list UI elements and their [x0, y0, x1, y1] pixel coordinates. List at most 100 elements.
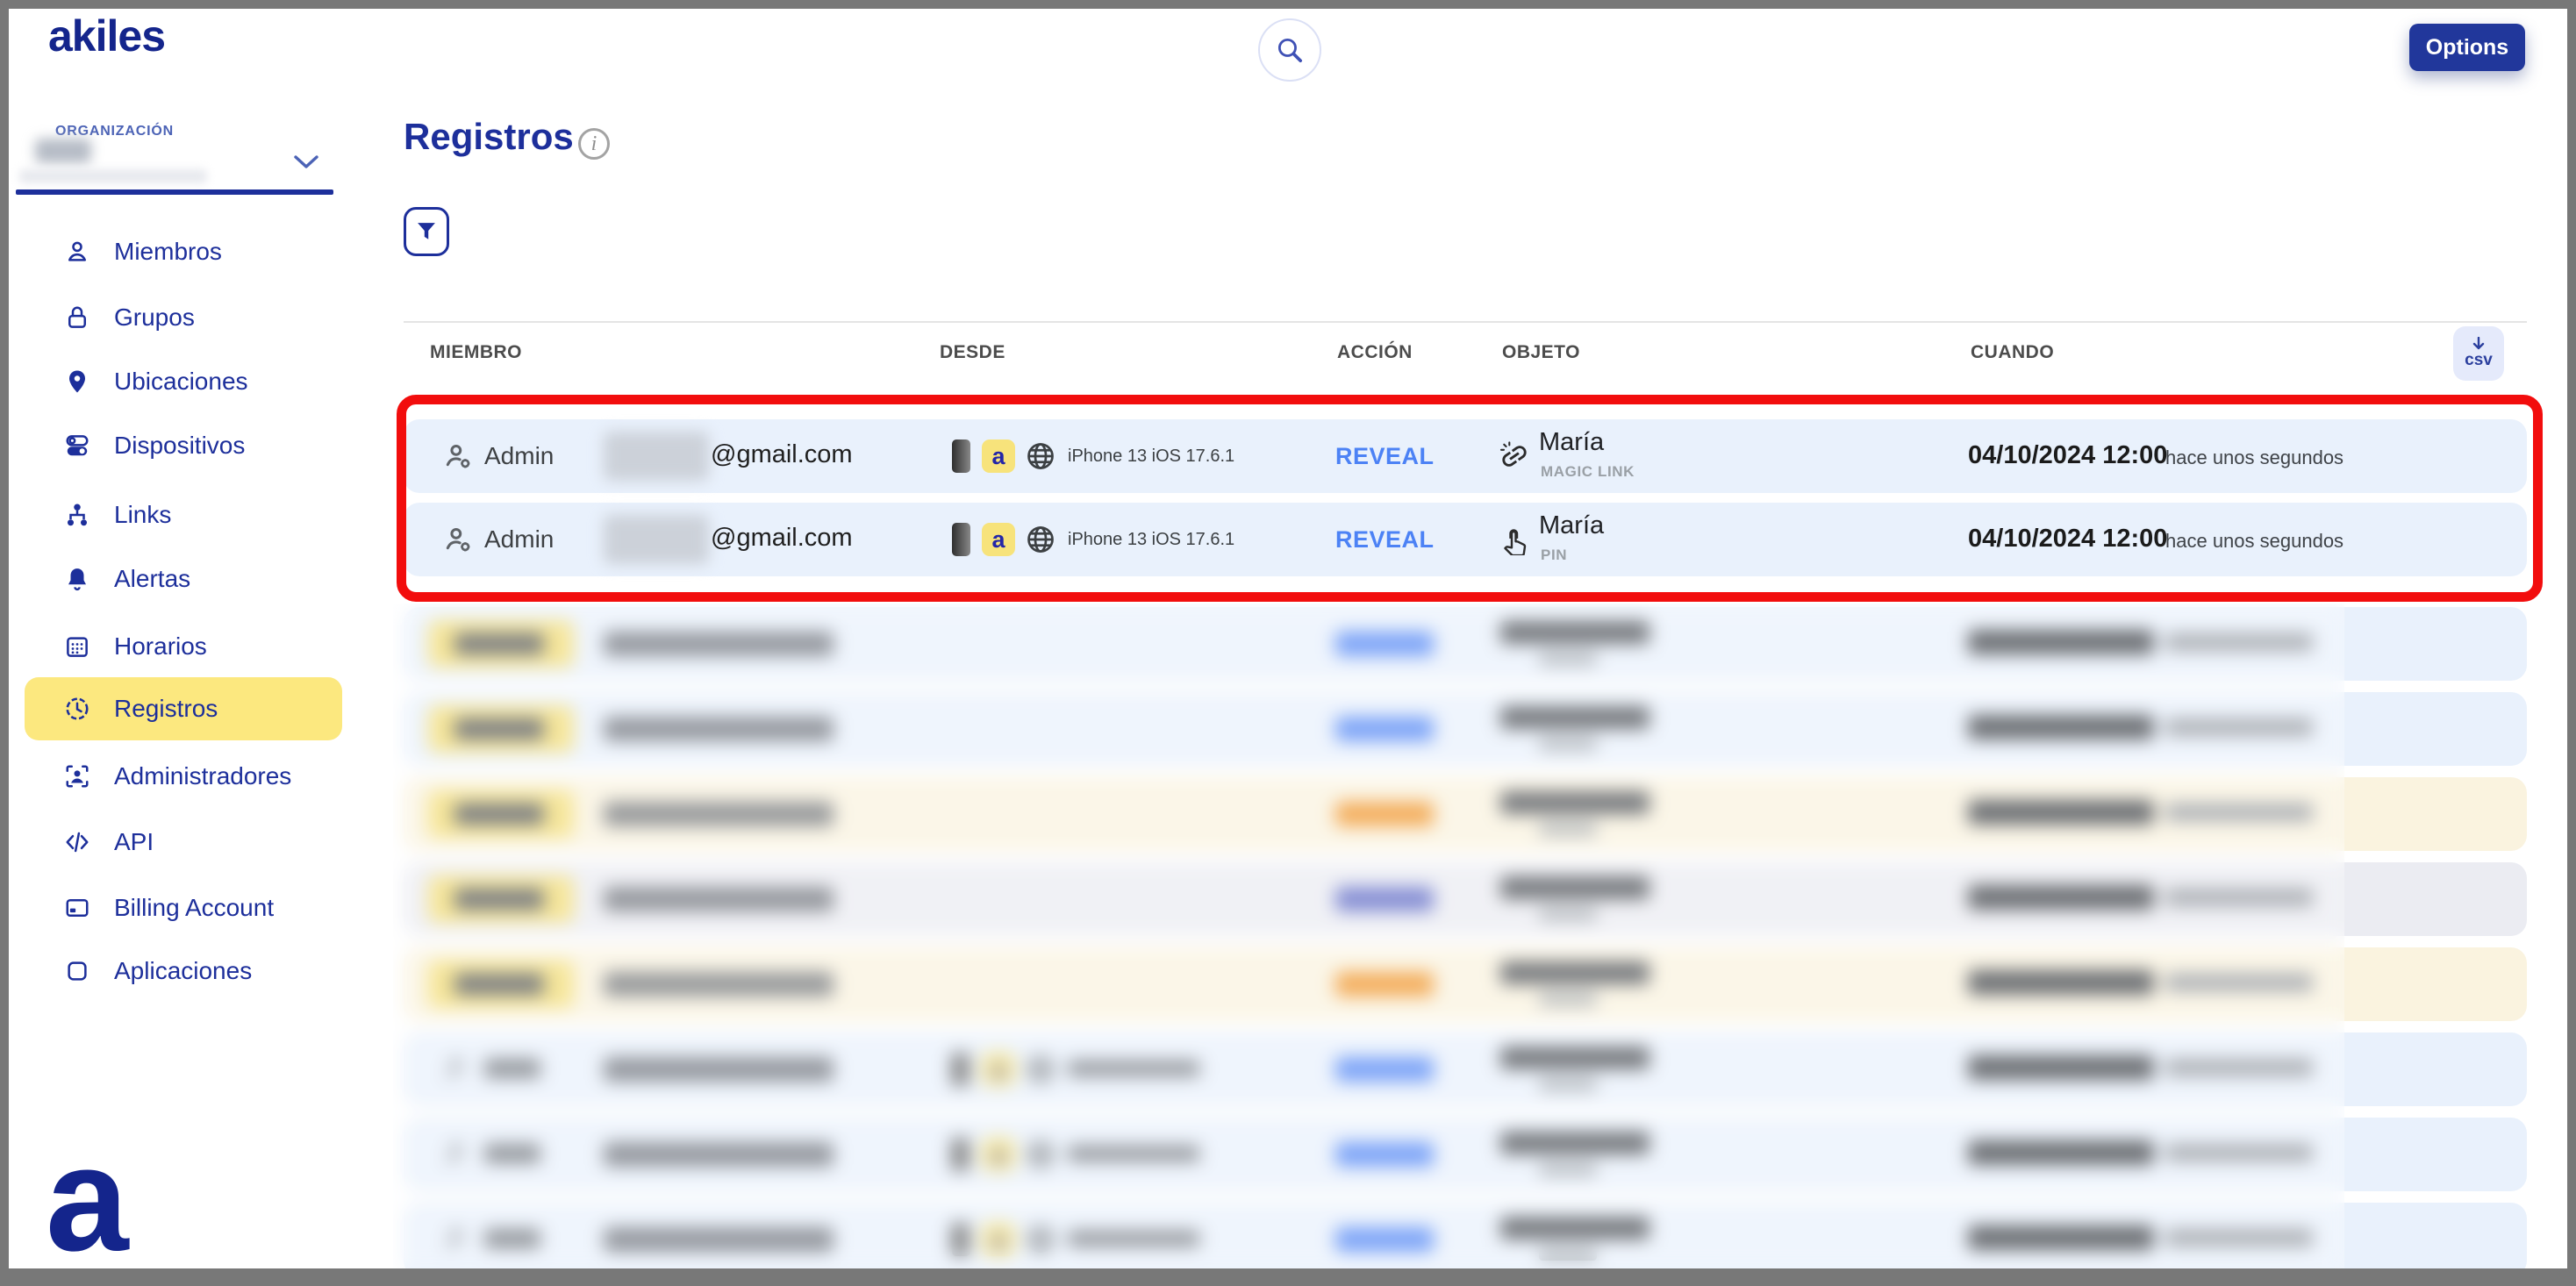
- event-date-redacted: [1968, 800, 2154, 825]
- device-info-redacted: [1068, 1231, 1199, 1247]
- event-date-redacted: [1968, 630, 2154, 654]
- object-name-redacted: [1500, 1217, 1649, 1240]
- sidebar-item-aplicaciones[interactable]: Aplicaciones: [25, 939, 342, 1003]
- sidebar-item-billing-account[interactable]: Billing Account: [25, 876, 342, 939]
- col-header-objeto: OBJETO: [1502, 342, 1580, 362]
- object-type-redacted: [1539, 1078, 1597, 1090]
- object-name-redacted: [1500, 706, 1649, 729]
- sidebar-item-dispositivos[interactable]: Dispositivos: [25, 414, 342, 477]
- object-name-redacted: [1500, 1047, 1649, 1069]
- table-row-blurred[interactable]: a: [404, 947, 2527, 1021]
- globe-icon: [1025, 1054, 1056, 1090]
- organization-name-redacted: [35, 139, 91, 163]
- member-name-redacted: [484, 1144, 540, 1163]
- sidebar-item-administradores[interactable]: Administradores: [25, 745, 342, 808]
- member-chip-redacted: [428, 790, 574, 838]
- sidebar-item-links[interactable]: Links: [25, 483, 342, 547]
- chevron-down-icon: [294, 155, 318, 168]
- object-name[interactable]: María: [1539, 511, 1605, 539]
- object-name-redacted: [1500, 876, 1649, 899]
- sidebar-item-label: Administradores: [114, 762, 292, 789]
- akiles-app-icon: a: [982, 439, 1015, 473]
- event-relative-time: hace unos segundos: [2165, 447, 2344, 468]
- table-row[interactable]: Admin @gmail.com a iPhone 13 iOS 17.6.1 …: [404, 419, 2527, 493]
- table-row-blurred[interactable]: a: [404, 1118, 2527, 1191]
- sidebar-item-label: Links: [114, 501, 172, 528]
- member-email-domain: @gmail.com: [711, 524, 853, 552]
- sidebar-item-grupos[interactable]: Grupos: [25, 286, 342, 349]
- email-redacted: [604, 1227, 834, 1252]
- table-row-blurred[interactable]: a: [404, 862, 2527, 936]
- magic-link-icon: [1499, 440, 1530, 472]
- object-name-redacted: [1500, 1132, 1649, 1154]
- event-relative-redacted: [2165, 1229, 2313, 1247]
- search-button[interactable]: [1258, 18, 1321, 82]
- akiles-mark: a: [46, 1116, 129, 1268]
- sidebar-item-label: API: [114, 828, 154, 855]
- action-redacted: [1335, 632, 1434, 656]
- event-date-redacted: [1968, 970, 2154, 995]
- globe-icon: [1025, 440, 1056, 476]
- akiles-logo: akiles: [48, 11, 166, 61]
- email-redacted: [604, 632, 834, 656]
- akiles-app-icon: a: [982, 1138, 1015, 1171]
- table-row-blurred[interactable]: a: [404, 777, 2527, 851]
- phone-icon: [952, 1223, 970, 1256]
- object-type: MAGIC LINK: [1541, 463, 1635, 480]
- admin-badge-icon: [61, 761, 93, 792]
- sidebar-item-registros[interactable]: Registros: [25, 677, 342, 740]
- object-name[interactable]: María: [1539, 428, 1605, 456]
- action-redacted: [1335, 717, 1434, 741]
- toggles-icon: [61, 430, 93, 461]
- export-csv-button[interactable]: csv: [2453, 326, 2504, 381]
- email-redacted: [604, 887, 834, 911]
- organization-label: ORGANIZACIÓN: [55, 124, 174, 139]
- col-header-cuando: CUANDO: [1971, 342, 2055, 362]
- email-redacted-blob: [604, 432, 709, 481]
- action-label[interactable]: REVEAL: [1335, 526, 1435, 553]
- funnel-icon: [418, 223, 435, 239]
- action-label[interactable]: REVEAL: [1335, 443, 1435, 469]
- sidebar-item-api[interactable]: API: [25, 811, 342, 874]
- member-icon-redacted: [442, 1054, 476, 1091]
- phone-icon: [952, 1053, 970, 1086]
- event-date: 04/10/2024 12:00: [1968, 441, 2168, 469]
- akiles-app-icon: a: [982, 1053, 1015, 1086]
- email-redacted: [604, 972, 834, 997]
- sidebar-item-label: Registros: [114, 695, 218, 722]
- sidebar-item-alertas[interactable]: Alertas: [25, 547, 342, 611]
- event-date: 04/10/2024 12:00: [1968, 525, 2168, 553]
- phone-icon: [952, 1138, 970, 1171]
- member-email-domain: @gmail.com: [711, 440, 853, 468]
- col-header-miembro: MIEMBRO: [430, 342, 522, 362]
- options-button[interactable]: Options: [2409, 24, 2525, 71]
- action-redacted: [1335, 802, 1434, 826]
- object-type-redacted: [1539, 738, 1597, 750]
- table-row[interactable]: Admin @gmail.com a iPhone 13 iOS 17.6.1 …: [404, 503, 2527, 576]
- sidebar-item-horarios[interactable]: Horarios: [25, 615, 342, 678]
- member-icon-redacted: [442, 1139, 476, 1176]
- member-icon-redacted: [442, 1224, 476, 1261]
- object-type-redacted: [1539, 993, 1597, 1005]
- object-name-redacted: [1500, 961, 1649, 984]
- device-info-redacted: [1068, 1061, 1199, 1076]
- event-date-redacted: [1968, 1055, 2154, 1080]
- table-row-blurred[interactable]: a: [404, 607, 2527, 681]
- object-type: PIN: [1541, 547, 1568, 563]
- info-icon[interactable]: i: [578, 128, 610, 160]
- clock-icon: [61, 693, 93, 725]
- sidebar-item-miembros[interactable]: Miembros: [25, 220, 342, 283]
- sidebar-item-ubicaciones[interactable]: Ubicaciones: [25, 350, 342, 413]
- person-icon: [61, 236, 93, 268]
- table-row-blurred[interactable]: a: [404, 1032, 2527, 1106]
- org-selector[interactable]: [293, 154, 319, 175]
- action-redacted: [1335, 1227, 1434, 1252]
- filter-button[interactable]: [404, 207, 449, 256]
- action-redacted: [1335, 1057, 1434, 1082]
- event-relative-redacted: [2165, 633, 2313, 651]
- object-type-redacted: [1539, 653, 1597, 665]
- table-row-blurred[interactable]: a: [404, 1203, 2527, 1268]
- hand-pointer-icon: [1499, 524, 1530, 557]
- table-row-blurred[interactable]: a: [404, 692, 2527, 766]
